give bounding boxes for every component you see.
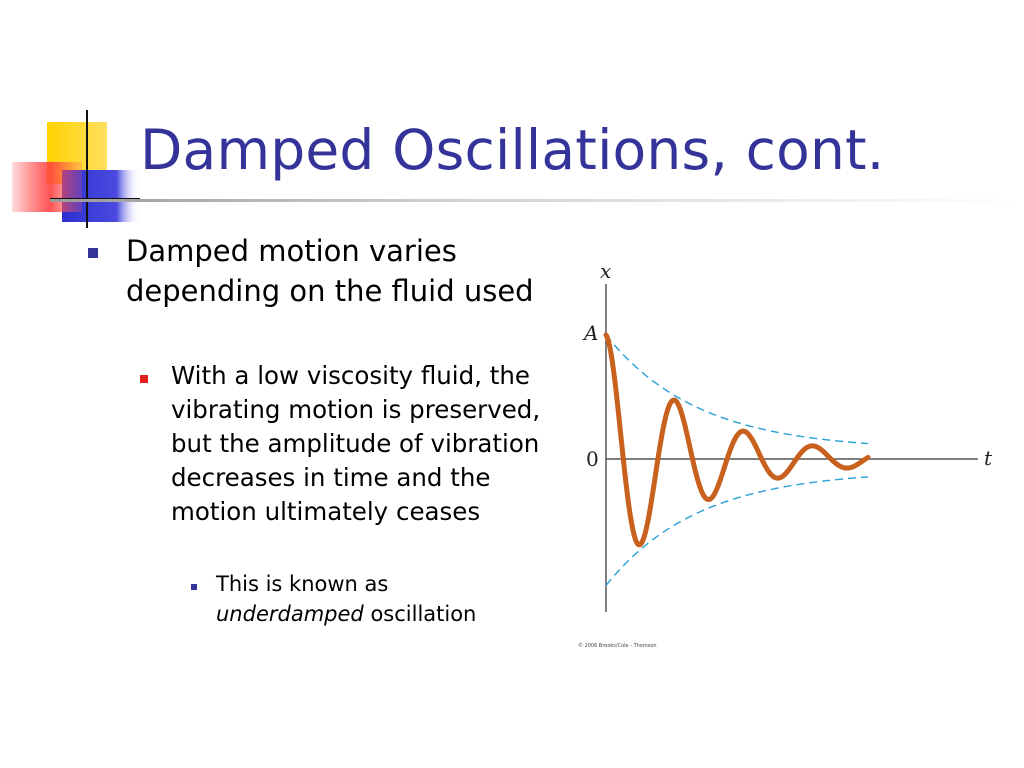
damped-oscillation-graph: x t A 0 © 2006 Brooks/Cole - Thomson [578,259,993,649]
bullet-level3-suffix: oscillation [370,602,477,626]
amplitude-label: A [582,321,598,345]
y-axis-label: x [600,259,611,283]
slide-title: Damped Oscillations, cont. [140,118,885,182]
zero-tick-label: 0 [586,447,599,471]
bullet-level2: With a low viscosity fluid, the vibratin… [171,361,541,526]
bullet-marker-level1 [88,248,98,258]
slide-logo [12,110,140,228]
bullet-level3-prefix: This is known as [216,572,389,596]
bullet-level3-emphasis: underdamped [216,602,364,626]
bullet-marker-level3 [191,584,197,590]
bullet-level3: This is known as underdamped oscillation [216,569,556,629]
title-underline [50,199,1020,202]
bullet-marker-level2 [140,375,148,383]
copyright-credit: © 2006 Brooks/Cole - Thomson [578,642,657,649]
oscillation-curve [603,332,871,548]
lower-envelope-curve [605,476,869,586]
x-axis-label: t [984,446,993,470]
upper-envelope-curve [605,334,869,445]
bullet-level1: Damped motion varies depending on the fl… [126,234,534,308]
